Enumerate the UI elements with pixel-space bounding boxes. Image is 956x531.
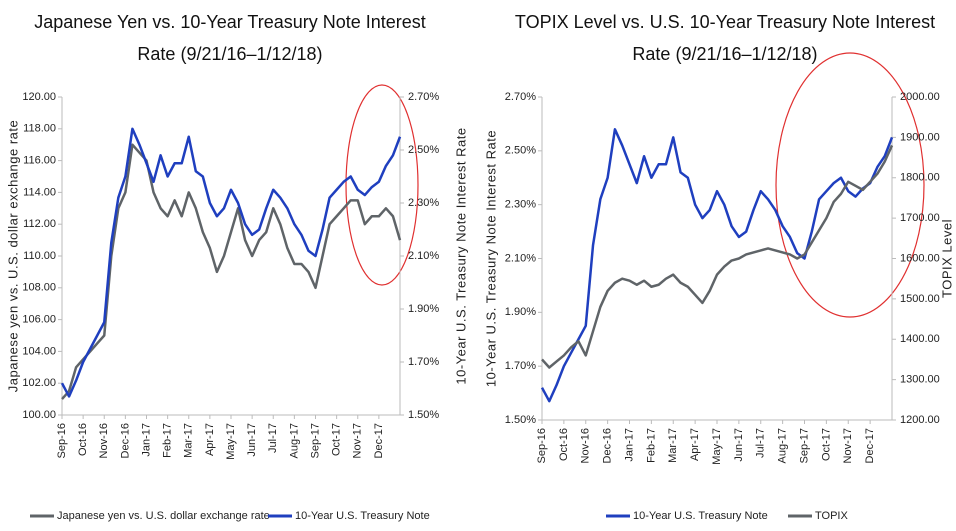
x-tick-label: Aug-17	[777, 428, 789, 463]
y2-tick-label: 1800.00	[900, 172, 940, 184]
x-tick-label: Dec-17	[373, 423, 385, 458]
y-tick-label: 118.00	[23, 123, 56, 135]
x-tick-label: Jan-17	[140, 423, 152, 457]
legend-label: 10-Year U.S. Treasury Note	[295, 510, 430, 522]
x-tick-label: Sep-17	[309, 423, 321, 458]
x-tick-label: Mar-17	[667, 428, 679, 463]
chart: 1.50% 1.70% 1.90% 2.10% 2.30% 2.50% 2.70% 1200.…	[483, 52, 954, 522]
y-tick-label: 1.90%	[505, 306, 536, 318]
x-tick-label: Jan-17	[623, 428, 635, 462]
x-tick-label: Mar-17	[183, 423, 195, 458]
y2-tick-label: 2.70%	[408, 91, 439, 103]
y2-tick-label: 1600.00	[900, 252, 940, 264]
x-tick-label: Dec-17	[864, 428, 876, 463]
x-tick-label: Sep-17	[798, 428, 810, 463]
y2-tick-label: 2.30%	[408, 197, 439, 209]
y2-tick-label: 1200.00	[900, 414, 940, 426]
x-tick-label: May-17	[711, 428, 723, 465]
y2-tick-label: 1.50%	[408, 409, 439, 421]
x-tick-label: Jul-17	[755, 428, 767, 458]
y-tick-label: 100.00	[22, 409, 56, 421]
chart-title: TOPIX Level vs. U.S. 10-Year Treasury No…	[514, 12, 936, 64]
x-tick-label: Dec-16	[602, 428, 614, 463]
x-tick-label: Oct-17	[820, 428, 832, 461]
y-tick-label: 102.00	[22, 377, 56, 389]
x-tick-label: Feb-17	[162, 423, 174, 458]
y2-tick-label: 1.90%	[408, 303, 439, 315]
legend-label: Japanese yen vs. U.S. dollar exchange ra…	[57, 510, 270, 522]
series-line	[541, 144, 894, 369]
y-tick-label: 114.00	[23, 186, 56, 198]
y-tick-label: 112.00	[23, 218, 56, 230]
highlight-ellipse	[775, 52, 925, 318]
y-axis-title: 10-Year U.S. Treasury Note Interest Rate	[483, 130, 498, 387]
y2-tick-label: 1700.00	[900, 212, 940, 224]
x-tick-label: Nov-16	[580, 428, 592, 463]
x-tick-label: May-17	[225, 423, 237, 460]
y-tick-label: 110.00	[23, 250, 56, 262]
y2-tick-label: 1400.00	[900, 333, 940, 345]
y2-tick-label: 1300.00	[900, 374, 940, 386]
x-tick-label: Nov-17	[352, 423, 364, 458]
x-tick-label: Sep-16	[56, 423, 68, 458]
y-tick-label: 2.10%	[505, 252, 536, 264]
y-tick-label: 2.30%	[505, 199, 536, 211]
x-tick-label: Oct-16	[77, 423, 89, 456]
series-line	[61, 143, 402, 400]
legend-label: TOPIX	[815, 510, 848, 522]
x-tick-label: Apr-17	[689, 428, 701, 461]
y2-axis-title: 10-Year U.S. Treasury Note Interest Rate	[453, 127, 468, 384]
x-tick-label: Jul-17	[267, 423, 279, 453]
series-line	[540, 128, 894, 403]
series-line	[60, 127, 402, 398]
chart: 100.00 102.00 104.00 106.00 108.00 110.00 112.…	[5, 84, 468, 522]
y2-tick-label: 1500.00	[900, 293, 940, 305]
x-tick-label: Jun-17	[246, 423, 258, 457]
y2-tick-label: 1.70%	[408, 356, 439, 368]
highlight-ellipse	[345, 84, 419, 286]
y-tick-label: 2.70%	[505, 91, 536, 103]
x-tick-label: Oct-17	[331, 423, 343, 456]
x-tick-label: Nov-17	[842, 428, 854, 463]
x-tick-label: Sep-16	[536, 428, 548, 463]
y-tick-label: 106.00	[22, 314, 56, 326]
y-tick-label: 108.00	[22, 282, 56, 294]
y-tick-label: 120.00	[22, 91, 56, 103]
y2-axis-title: TOPIX Level	[939, 219, 954, 298]
y-tick-label: 1.50%	[505, 414, 536, 426]
y-tick-label: 104.00	[22, 345, 56, 357]
x-tick-label: Apr-17	[204, 423, 216, 456]
y-tick-label: 2.50%	[505, 145, 536, 157]
y2-tick-label: 2.10%	[408, 250, 439, 262]
y-axis-title: Japanese yen vs. U.S. dollar exchange ra…	[5, 120, 20, 392]
x-tick-label: Jun-17	[733, 428, 745, 462]
x-tick-label: Feb-17	[645, 428, 657, 463]
x-tick-label: Aug-17	[288, 423, 300, 458]
y-tick-label: 1.70%	[505, 360, 536, 372]
chart-title: Japanese Yen vs. 10-Year Treasury Note I…	[34, 12, 426, 64]
y2-tick-label: 1900.00	[900, 131, 940, 143]
x-tick-label: Oct-16	[558, 428, 570, 461]
y-tick-label: 116.00	[23, 155, 56, 167]
x-tick-label: Nov-16	[98, 423, 110, 458]
y2-tick-label: 2000.00	[900, 91, 940, 103]
legend-label: 10-Year U.S. Treasury Note	[633, 510, 768, 522]
x-tick-label: Dec-16	[119, 423, 131, 458]
y2-tick-label: 2.50%	[408, 144, 439, 156]
